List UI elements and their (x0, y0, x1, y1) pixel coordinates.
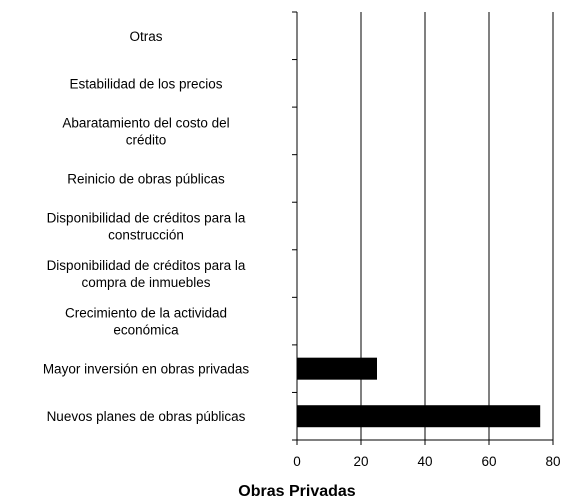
category-label-5: Disponibilidad de créditos para la compra… (47, 258, 246, 290)
x-tick-label-60: 60 (481, 454, 496, 469)
category-label-0: Otras (129, 29, 162, 44)
bar-8 (297, 405, 541, 428)
x-tick-label-20: 20 (353, 454, 368, 469)
category-labels: Otras Estabilidad de los precios Abaratami… (43, 29, 250, 424)
category-label-3: Reinicio de obras públicas (67, 171, 225, 186)
x-tick-label-0: 0 (293, 454, 301, 469)
grid-lines (360, 12, 554, 440)
x-tick-label-80: 80 (545, 454, 560, 469)
category-label-6: Crecimiento de la actividad económica (65, 306, 227, 338)
bars (297, 357, 541, 428)
x-tick-labels: 0 20 40 60 80 (293, 454, 560, 469)
category-label-1: Estabilidad de los precios (69, 76, 222, 91)
category-label-8: Nuevos planes de obras públicas (47, 409, 246, 424)
x-tick-label-40: 40 (417, 454, 432, 469)
axes (292, 11, 554, 445)
bar-7 (297, 357, 377, 380)
x-axis-title: Obras Privadas (238, 483, 356, 500)
category-label-7: Mayor inversión en obras privadas (43, 362, 250, 377)
category-label-4: Disponibilidad de créditos para la constr… (47, 211, 246, 243)
category-label-2: Abaratamiento del costo del crédito (62, 115, 229, 147)
